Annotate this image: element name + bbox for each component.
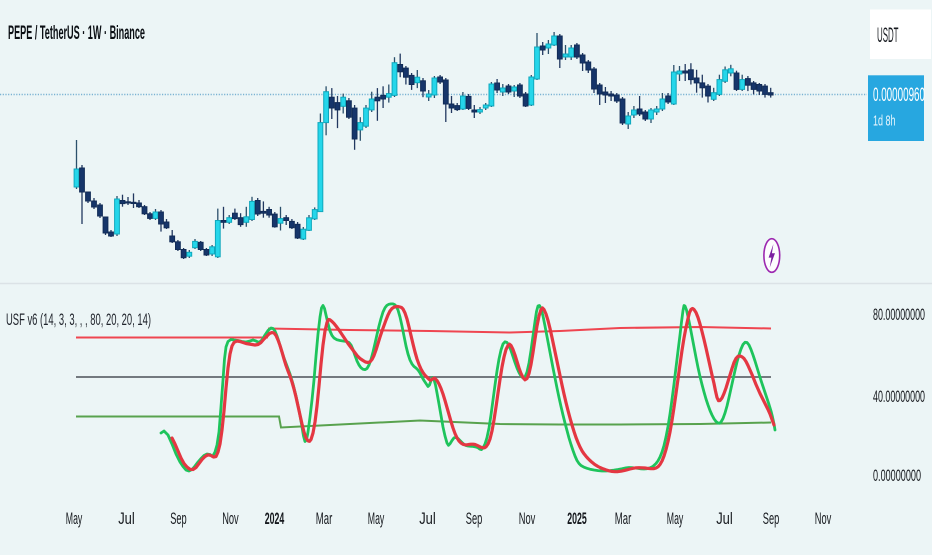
svg-text:40.00000000: 40.00000000	[873, 387, 925, 406]
svg-text:Mar: Mar	[615, 509, 632, 528]
svg-text:USDT: USDT	[877, 24, 899, 47]
svg-text:80.00000000: 80.00000000	[873, 305, 925, 324]
svg-text:Nov: Nov	[815, 509, 832, 528]
svg-text:Jul: Jul	[118, 509, 135, 528]
svg-text:May: May	[368, 509, 385, 528]
svg-text:Jul: Jul	[419, 509, 436, 528]
svg-text:USF v6 (14, 3, 3, , , 80, 20,: USF v6 (14, 3, 3, , , 80, 20, 20, 14)	[6, 311, 151, 329]
svg-text:Nov: Nov	[519, 509, 536, 528]
svg-text:Jul: Jul	[716, 509, 733, 528]
svg-text:0.00000960: 0.00000960	[873, 85, 925, 106]
svg-text:PEPE / TetherUS · 1W · Binance: PEPE / TetherUS · 1W · Binance	[8, 23, 145, 44]
svg-text:Mar: Mar	[316, 509, 333, 528]
svg-text:Sep: Sep	[466, 509, 483, 528]
svg-text:Sep: Sep	[763, 509, 780, 528]
svg-text:2024: 2024	[265, 509, 285, 528]
svg-text:Sep: Sep	[170, 509, 187, 528]
svg-text:1d 8h: 1d 8h	[873, 114, 896, 130]
svg-text:May: May	[667, 509, 684, 528]
svg-text:May: May	[66, 509, 83, 528]
svg-text:2025: 2025	[567, 509, 587, 528]
svg-text:Nov: Nov	[222, 509, 239, 528]
svg-text:0.00000000: 0.00000000	[873, 466, 921, 485]
